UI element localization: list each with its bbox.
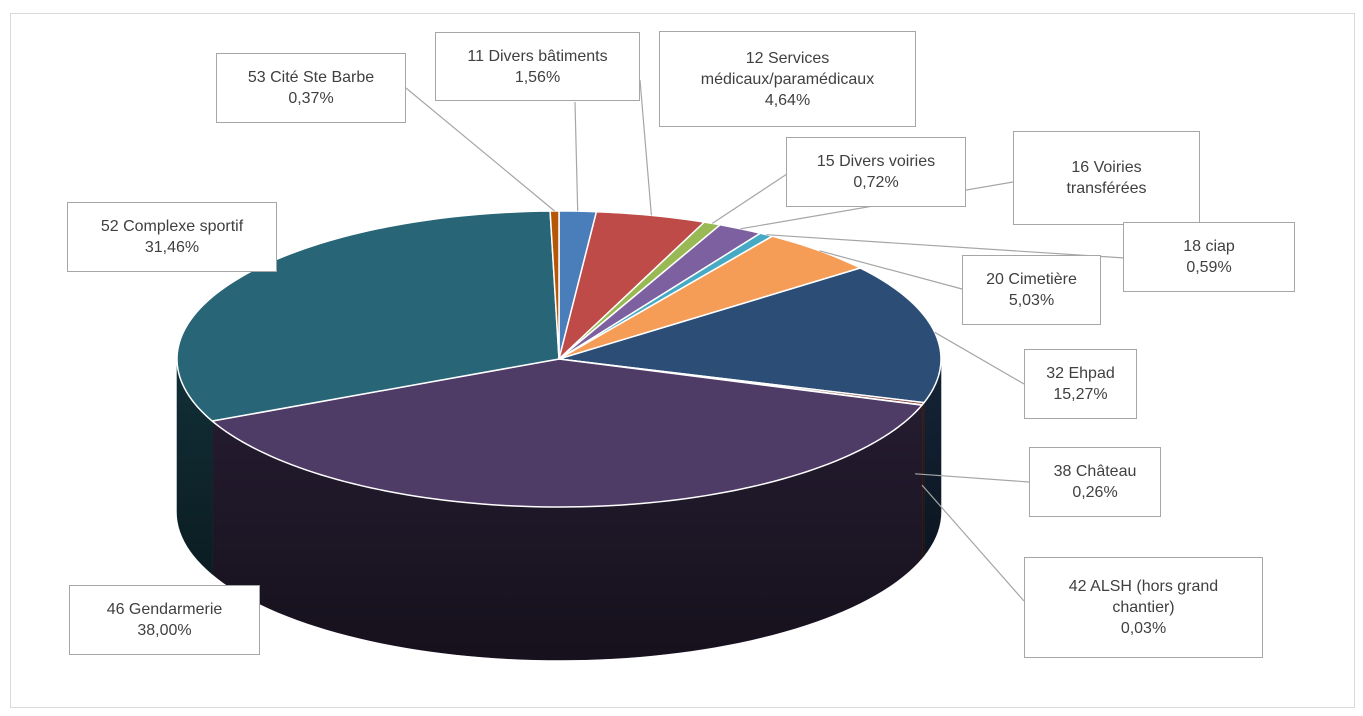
label-cimetiere: 20 Cimetière 5,03% [962,255,1101,325]
label-name: 15 Divers voiries [816,153,936,170]
label-name: 16 Voiries [1071,159,1142,176]
label-percent: 5,03% [1008,292,1055,309]
label-name: 46 Gendarmerie [106,601,223,618]
label-divers-batiments: 11 Divers bâtiments 1,56% [435,32,640,101]
label-name-line2: chantier) [1112,599,1175,616]
label-percent: 0,03% [1120,620,1167,637]
label-percent: 0,59% [1186,259,1232,276]
label-ciap: 18 ciap 0,59% [1123,222,1295,292]
leader-line-5 [819,250,963,290]
label-percent: 31,46% [144,239,200,256]
label-ehpad: 32 Ehpad 15,27% [1024,349,1137,419]
label-voiries-transferees: 16 Voiries transférées [1013,131,1200,225]
label-percent: 15,27% [1053,386,1108,403]
label-alsh: 42 ALSH (hors grand chantier) 0,03% [1024,557,1263,658]
label-percent: 4,64% [764,91,811,109]
leader-line-0 [574,101,579,212]
label-percent: 0,37% [288,90,334,107]
leader-line-6 [934,331,1025,385]
label-services-medicaux: 12 Services médicaux/paramédicaux 4,64% [659,31,916,127]
label-name: 38 Château [1053,463,1137,480]
leader-line-4 [766,234,1126,259]
label-gendarmerie: 46 Gendarmerie 38,00% [69,585,260,655]
leader-line-11 [405,87,555,212]
leader-line-1 [639,79,652,216]
label-complexe-sportif: 52 Complexe sportif 31,46% [67,202,277,272]
label-name-line2: médicaux/paramédicaux [700,70,875,88]
label-name: 52 Complexe sportif [100,218,244,235]
label-cite-ste-barbe: 53 Cité Ste Barbe 0,37% [216,53,406,123]
label-name: 12 Services [745,49,830,67]
slice-6[interactable] [558,267,942,404]
label-percent: 0,72% [853,174,899,191]
label-name-line2: transférées [1066,180,1147,197]
label-name: 20 Cimetière [986,271,1077,288]
label-name: 18 ciap [1183,238,1235,255]
label-name: 32 Ehpad [1046,365,1115,382]
slice-side-shade-9 [212,405,922,660]
label-divers-voiries: 15 Divers voiries 0,72% [786,137,966,207]
label-percent: 1,56% [514,68,561,86]
label-name: 53 Cité Ste Barbe [247,69,375,86]
slice-side-shade-6 [924,359,941,556]
label-percent: 38,00% [137,622,192,639]
label-name: 42 ALSH (hors grand [1068,578,1219,595]
label-percent: 0,26% [1072,484,1118,501]
leader-line-8 [921,484,1025,602]
slice-side-shade-10 [177,359,213,575]
leader-line-2 [711,171,791,224]
leader-line-7 [915,473,1030,483]
slice-9[interactable] [211,358,923,508]
slice-side-shade-7 [922,402,925,558]
label-chateau: 38 Château 0,26% [1029,447,1161,517]
slice-3[interactable] [558,224,762,360]
label-name: 11 Divers bâtiments [467,47,608,65]
